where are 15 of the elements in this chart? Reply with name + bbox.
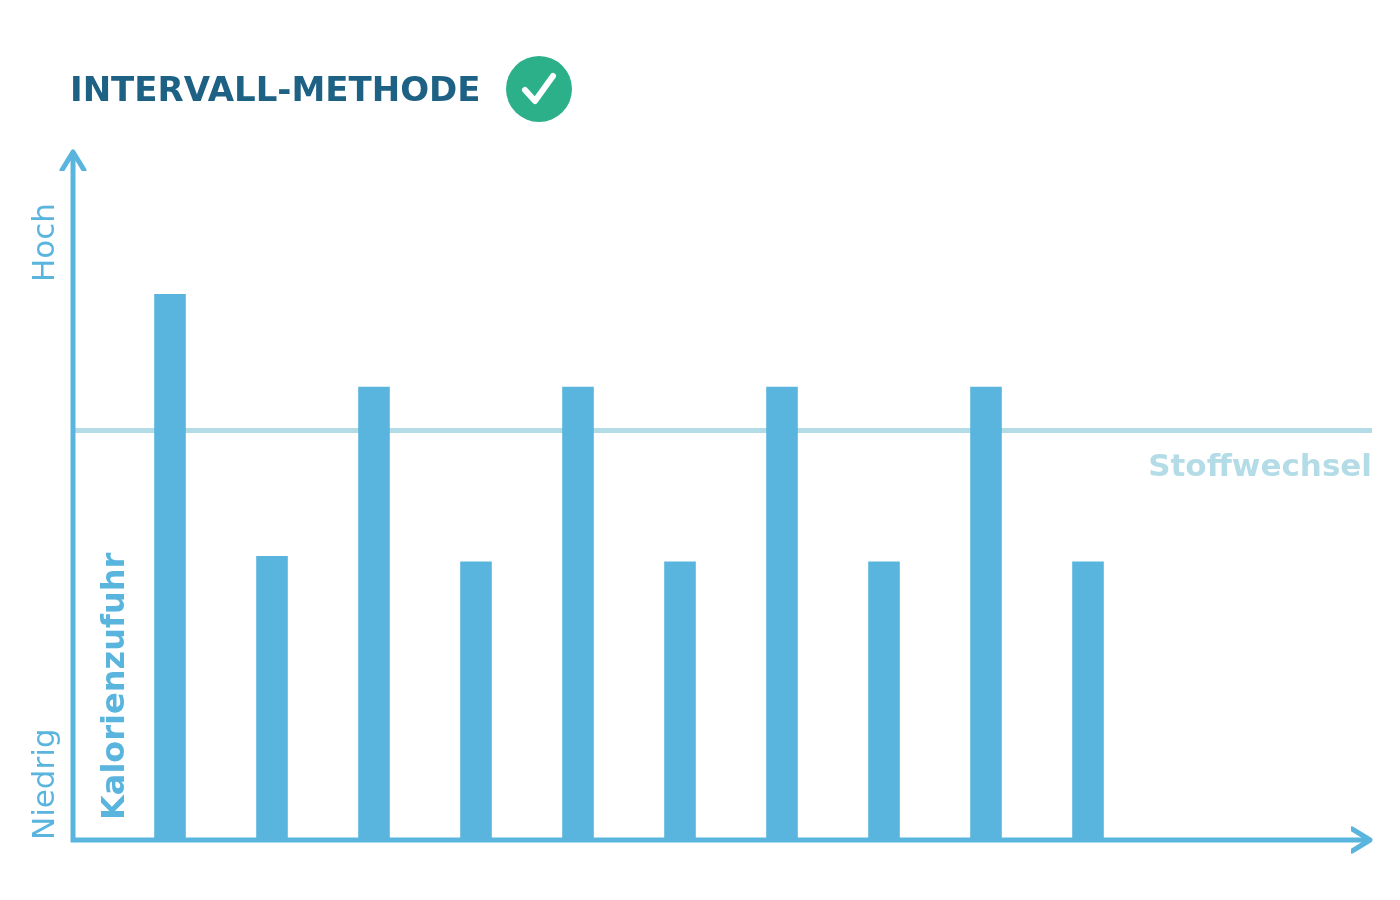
bar <box>562 386 594 840</box>
bar <box>664 561 696 840</box>
chart-title: INTERVALL-METHODE <box>70 69 481 109</box>
bar <box>460 561 492 840</box>
bar <box>358 386 390 840</box>
text: Hoch <box>25 203 62 282</box>
text: Niedrig <box>25 728 62 840</box>
bar <box>256 556 288 840</box>
bar <box>868 561 900 840</box>
bar <box>154 294 186 840</box>
bar <box>970 386 1002 840</box>
ref-line-label: Stoffwechsel <box>1148 446 1372 483</box>
bar <box>766 386 798 840</box>
y-axis-title: Kalorienzufuhr <box>94 552 133 820</box>
bar <box>1072 561 1104 840</box>
